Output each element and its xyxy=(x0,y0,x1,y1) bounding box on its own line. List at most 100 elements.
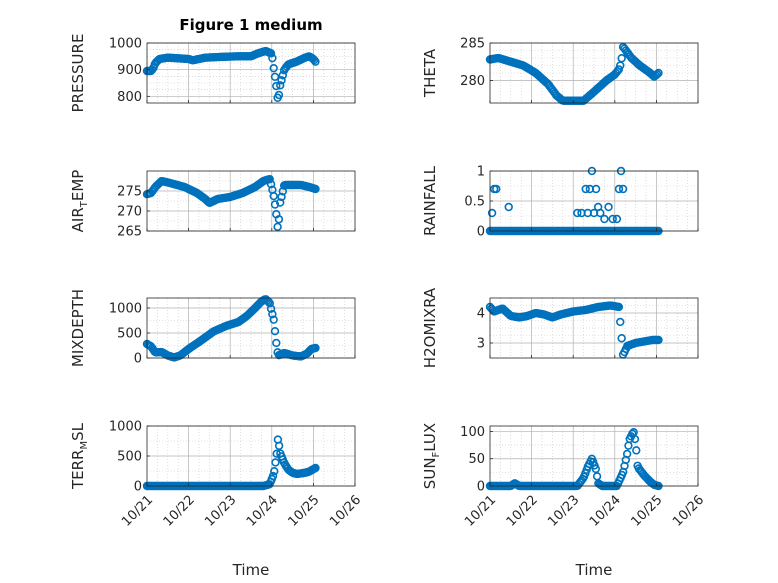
h2omixra-axes-frame xyxy=(489,297,699,359)
terr-msl-x-tick-label: 10/23 xyxy=(202,493,239,530)
sun-flux-data-point xyxy=(632,446,641,455)
terr-msl-x-tick-label: 10/22 xyxy=(161,493,198,530)
h2omixra-y-axis-label: H2OMIXRA xyxy=(421,287,439,368)
pressure-series xyxy=(142,46,320,102)
mixdepth-y-tick-label: 1000 xyxy=(109,302,142,317)
sun-flux-y-tick-label: 0 xyxy=(477,480,485,495)
pressure-data-point xyxy=(277,76,286,85)
pressure-data-point xyxy=(276,81,285,90)
mixdepth-data-point xyxy=(268,309,277,319)
subplot-mixdepth: 0 500 1000 MIXDEPTH xyxy=(69,289,356,367)
air-temp-data-point xyxy=(274,215,284,224)
subplot-rainfall: 0 0.5 1 RAINFALL xyxy=(421,165,699,240)
rainfall-data-point xyxy=(573,208,582,218)
rainfall-data-point xyxy=(492,184,501,194)
rainfall-data-point xyxy=(596,208,605,218)
x-axis-label-right: Time xyxy=(575,561,613,579)
terr-msl-data-point xyxy=(271,458,280,467)
air-temp-y-axis-label: AIRTEMP xyxy=(69,170,90,233)
sun-flux-x-tick-label: 10/21 xyxy=(462,493,499,530)
theta-series xyxy=(485,42,663,105)
h2omixra-series xyxy=(485,301,663,359)
sun-flux-x-tick-label: 10/25 xyxy=(628,493,665,530)
terr-msl-y-axis-label: TERRMSL xyxy=(69,422,90,490)
pressure-y-tick-label: 1000 xyxy=(109,37,142,52)
sun-flux-data-point xyxy=(622,449,632,459)
sun-flux-y-tick-label: 100 xyxy=(460,425,485,440)
mixdepth-data-point xyxy=(270,326,280,336)
pressure-data-point xyxy=(270,72,280,81)
terr-msl-data-point xyxy=(311,463,320,473)
pressure-data-point xyxy=(311,57,320,66)
h2omixra-data-point xyxy=(617,334,626,343)
rainfall-data-point xyxy=(581,184,590,194)
subplot-pressure: 800 900 1000 PRESSURE xyxy=(69,34,356,112)
rainfall-y-tick-label: 0 xyxy=(477,225,485,240)
terr-msl-data-point xyxy=(268,471,278,481)
rainfall-data-point xyxy=(612,214,622,224)
air-temp-data-point xyxy=(266,180,276,189)
terr-msl-x-tick-label: 10/26 xyxy=(327,493,364,530)
mixdepth-axes-frame xyxy=(146,297,356,359)
rainfall-data-point xyxy=(618,184,628,194)
subplot-theta: 280 285 THETA xyxy=(421,37,699,105)
sun-flux-x-tick-label: 10/24 xyxy=(587,493,624,530)
rainfall-y-axis-label: RAINFALL xyxy=(421,165,439,236)
sun-flux-y-tick-label: 50 xyxy=(468,452,485,467)
air-temp-axes-frame xyxy=(146,170,356,232)
pressure-data-point xyxy=(278,71,288,80)
air-temp-minor-grid xyxy=(147,171,355,231)
terr-msl-y-tick-label: 0 xyxy=(134,480,142,495)
subplot-h2omixra: 3 4 H2OMIXRA xyxy=(421,287,699,368)
mixdepth-data-point xyxy=(269,315,278,324)
theta-data-point xyxy=(614,65,624,74)
h2omixra-y-tick-label: 4 xyxy=(477,307,485,322)
sun-flux-x-tick-label: 10/23 xyxy=(545,493,582,530)
h2omixra-data-point xyxy=(614,302,624,312)
air-temp-data-point xyxy=(269,191,278,201)
sun-flux-x-tick-label: 10/22 xyxy=(504,493,541,530)
terr-msl-x-tick-label: 10/24 xyxy=(244,493,281,530)
terr-msl-x-tick-label: 10/25 xyxy=(285,493,322,530)
terr-msl-y-tick-label: 500 xyxy=(117,450,142,465)
theta-y-tick-label: 280 xyxy=(460,74,485,89)
sun-flux-y-axis-label: SUNFLUX xyxy=(421,423,442,489)
pressure-data-point xyxy=(274,90,284,100)
sun-flux-data-point xyxy=(630,434,640,444)
theta-y-tick-label: 285 xyxy=(460,37,485,52)
air-temp-y-tick-label: 270 xyxy=(117,205,142,220)
terr-msl-x-tick-label: 10/21 xyxy=(119,493,156,530)
theta-data-point xyxy=(617,54,626,63)
subplot-terr-msl: 0 500 1000 10/21 10/22 10/23 10/24 10/25 10/26 TE… xyxy=(69,420,364,530)
rainfall-data-point xyxy=(608,214,617,224)
mixdepth-y-axis-label: MIXDEPTH xyxy=(69,289,87,367)
air-temp-data-point xyxy=(273,222,282,232)
theta-data-point xyxy=(652,70,662,79)
mixdepth-data-point xyxy=(272,338,281,348)
terr-msl-data-point xyxy=(274,441,284,450)
figure-title: Figure 1 medium xyxy=(179,16,322,34)
air-temp-y-tick-label: 265 xyxy=(117,225,142,240)
air-temp-series xyxy=(142,174,320,232)
pressure-axes-frame xyxy=(146,42,356,104)
air-temp-data-point xyxy=(276,198,285,207)
h2omixra-data-point xyxy=(654,335,663,345)
mixdepth-data-point xyxy=(265,299,274,308)
rainfall-data-point xyxy=(591,184,601,194)
pressure-data-point xyxy=(272,81,281,91)
pressure-y-tick-label: 800 xyxy=(117,90,142,105)
pressure-data-point xyxy=(266,49,276,58)
air-temp-y-tick-label: 275 xyxy=(117,185,142,200)
pressure-data-point xyxy=(309,55,319,65)
h2omixra-data-point xyxy=(616,317,625,327)
sun-flux-x-tick-label: 10/26 xyxy=(670,493,707,530)
theta-y-axis-label: THETA xyxy=(421,48,439,98)
theta-axes-frame xyxy=(489,42,699,104)
x-axis-label-left: Time xyxy=(232,561,270,579)
pressure-data-point xyxy=(269,63,278,73)
rainfall-y-tick-label: 0.5 xyxy=(464,195,485,210)
theta-data-point xyxy=(654,68,663,78)
rainfall-data-point xyxy=(600,214,609,224)
